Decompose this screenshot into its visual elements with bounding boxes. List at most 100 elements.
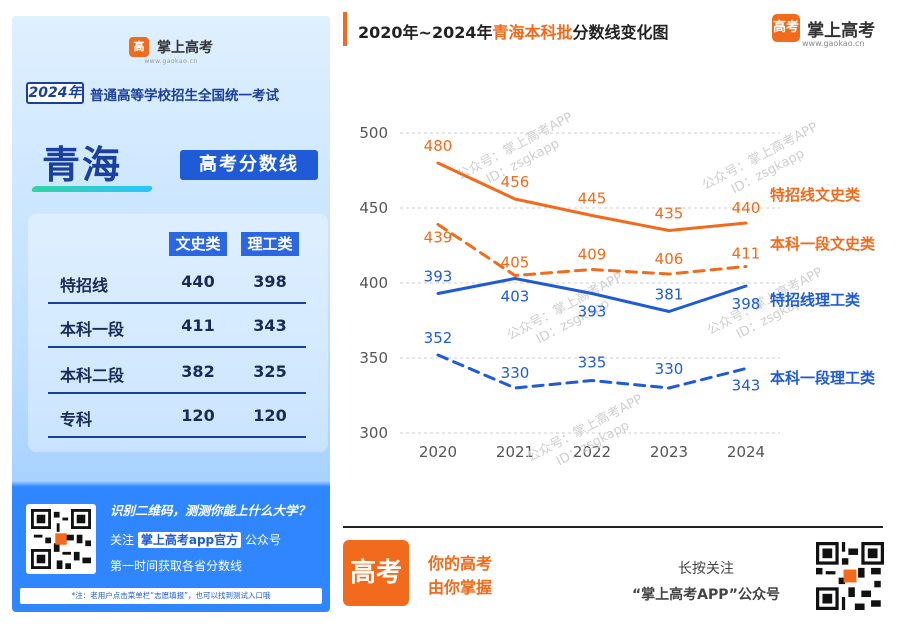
x-tick-label: 2024 <box>727 443 765 461</box>
province-underline <box>30 186 154 192</box>
x-tick-label: 2020 <box>419 443 457 461</box>
column-header-science: 理工类 <box>241 232 299 256</box>
table-row: 本科二段 382 325 <box>48 350 306 394</box>
data-label: 435 <box>655 205 684 223</box>
exam-header: 2024年 普通高等学校招生全国统一考试 <box>18 82 324 104</box>
data-label: 330 <box>501 364 530 382</box>
qr-code-icon <box>816 542 884 610</box>
y-tick-label: 350 <box>359 349 388 367</box>
arts-score: 382 <box>181 362 215 381</box>
series-label: 特招线理工类 <box>770 291 861 309</box>
data-label: 480 <box>424 137 453 155</box>
y-tick-label: 500 <box>359 124 388 142</box>
arts-score: 120 <box>181 406 215 425</box>
chart-title-suffix: 分数线变化图 <box>572 23 669 42</box>
exam-title: 普通高等学校招生全国统一考试 <box>90 88 279 104</box>
qr-code-icon <box>31 509 91 569</box>
promo-line-3: 第一时间获取各省分数线 <box>110 559 243 573</box>
gaokao-logo-icon: 高考 <box>772 14 800 42</box>
brand-name: 掌上高考 <box>157 39 214 56</box>
poster-brand: 高 掌上高考 www.gaokao.cn <box>12 36 330 65</box>
series-line-2 <box>436 223 748 277</box>
data-label: 406 <box>655 250 684 268</box>
line-chart: 300 350 400 450 500 2020 2021 2022 2023 2024 公众号：掌… <box>359 109 876 469</box>
year-badge: 2024年 <box>26 82 84 104</box>
data-label: 403 <box>501 288 530 306</box>
qr-code[interactable] <box>26 504 96 574</box>
footer-divider <box>343 526 883 528</box>
series-line-3 <box>436 277 748 313</box>
slogan-line-1: 你的高考 <box>428 554 493 573</box>
footer-qr-code[interactable] <box>816 542 884 610</box>
science-score: 398 <box>253 272 287 291</box>
footer-logo-icon: 高考 <box>343 540 409 606</box>
row-label: 专科 <box>60 410 93 429</box>
chart-title: 2020年~2024年青海本科批分数线变化图 <box>358 19 669 43</box>
y-tick-label: 400 <box>359 274 388 292</box>
series-line-4 <box>436 353 748 390</box>
chart-title-highlight: 青海本科批 <box>492 23 573 42</box>
y-tick-label: 300 <box>359 424 388 442</box>
data-label: 381 <box>655 286 684 304</box>
x-tick-label: 2023 <box>650 443 688 461</box>
promo-line-2: 关注 掌上高考app官方 公众号 <box>110 531 324 548</box>
data-label: 456 <box>501 173 530 191</box>
series-label: 特招线文史类 <box>770 186 861 204</box>
title-accent-bar <box>343 12 347 46</box>
data-label: 411 <box>732 245 761 263</box>
data-label: 398 <box>732 295 761 313</box>
gaokao-logo-icon: 高 <box>128 36 149 57</box>
table-row: 特招线 440 398 <box>48 260 306 304</box>
promo-line-1: 识别二维码，测测你能上什么大学？ <box>110 503 311 518</box>
row-label: 本科一段 <box>60 320 125 339</box>
brand-url: www.gaokao.cn <box>802 39 865 48</box>
brand-name: 掌上高考 <box>807 20 876 41</box>
footnote: *注：老用户点击菜单栏“志愿填报”，也可以找到测试入口哦 <box>20 588 322 604</box>
science-score: 343 <box>253 316 287 335</box>
data-label: 445 <box>578 190 607 208</box>
series-label: 本科一段理工类 <box>770 369 876 387</box>
row-label: 本科二段 <box>60 366 125 385</box>
arts-score: 411 <box>181 316 215 335</box>
column-header-arts: 文史类 <box>169 232 227 256</box>
series-label: 本科一段文史类 <box>770 235 876 253</box>
science-score: 120 <box>253 406 287 425</box>
follow-text: 长按关注 “掌上高考APP”公众号 <box>600 556 812 608</box>
series-line-1 <box>436 161 748 232</box>
x-tick-label: 2022 <box>573 443 611 461</box>
data-label: 330 <box>655 360 684 378</box>
data-label: 393 <box>578 303 607 321</box>
data-label: 343 <box>732 377 761 395</box>
score-poster: 高 掌上高考 www.gaokao.cn 2024年 普通高等学校招生全国统一考… <box>12 16 330 612</box>
data-label: 409 <box>578 246 607 264</box>
score-tag: 高考分数线 <box>180 150 318 180</box>
science-score: 325 <box>253 362 287 381</box>
slogan-line-2: 由你掌握 <box>428 578 493 597</box>
x-tick-label: 2021 <box>496 443 534 461</box>
promo-account-highlight: 掌上高考app官方 <box>137 532 242 548</box>
y-tick-label: 450 <box>359 199 388 217</box>
data-label: 405 <box>501 254 530 272</box>
province-name: 青海 <box>42 142 123 187</box>
table-row: 本科一段 411 343 <box>48 304 306 348</box>
chart-title-prefix: 2020年~2024年 <box>358 23 493 42</box>
promo-suffix: 公众号 <box>244 533 281 547</box>
table-row: 专科 120 120 <box>48 394 306 438</box>
promo-prefix: 关注 <box>110 533 135 547</box>
slogan: 你的高考 由你掌握 <box>428 552 492 600</box>
data-label: 335 <box>578 354 607 372</box>
score-table: 文史类 理工类 特招线 440 398 本科一段 411 343 本科二段 38… <box>28 214 328 452</box>
brand-url: www.gaokao.cn <box>144 57 198 65</box>
row-label: 特招线 <box>60 276 109 295</box>
follow-line-1: 长按关注 <box>678 561 734 577</box>
promo-text: 识别二维码，测测你能上什么大学？ 关注 掌上高考app官方 公众号 第一时间获取… <box>110 500 324 574</box>
data-label: 352 <box>424 329 453 347</box>
data-label: 393 <box>424 268 453 286</box>
header-brand: 高考 掌上高考 www.gaokao.cn <box>772 14 875 48</box>
follow-line-2: “掌上高考APP”公众号 <box>631 587 781 603</box>
arts-score: 440 <box>181 272 215 291</box>
data-label: 440 <box>732 199 761 217</box>
data-label: 439 <box>424 229 453 247</box>
